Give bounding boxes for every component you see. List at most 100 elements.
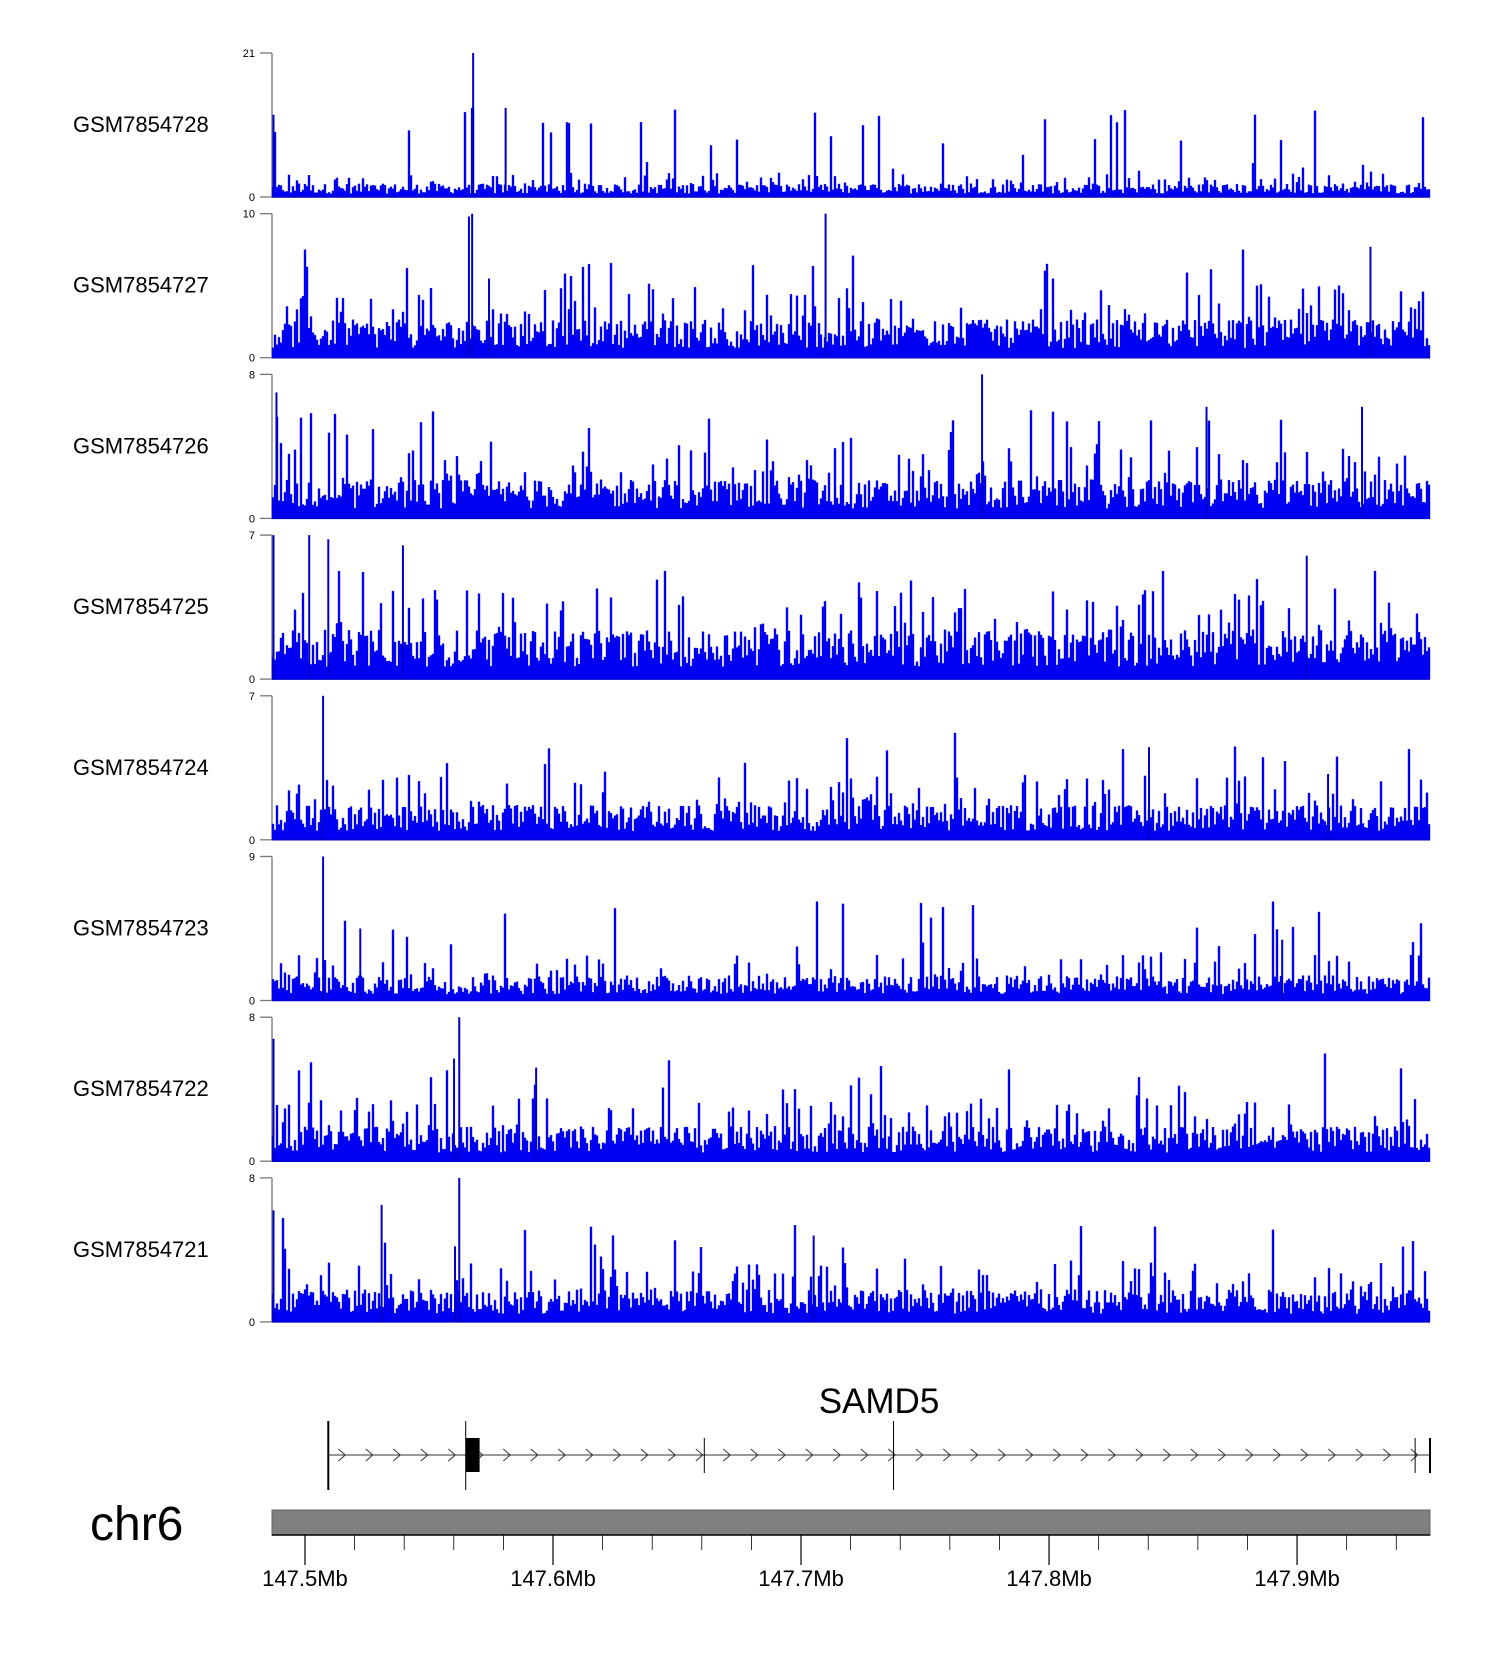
coverage-bar xyxy=(347,483,351,519)
coverage-bar xyxy=(669,828,673,841)
coverage-bar xyxy=(551,188,555,198)
coverage-bar xyxy=(811,653,815,680)
coverage-bar xyxy=(461,330,465,358)
coverage-bar xyxy=(653,1287,657,1323)
coverage-bar xyxy=(665,1304,669,1323)
coverage-bar xyxy=(491,975,495,1001)
coverage-bar xyxy=(1109,115,1113,198)
coverage-bar xyxy=(813,979,817,1001)
y-tick-label: 0 xyxy=(249,996,255,1008)
coverage-bar xyxy=(379,1144,383,1162)
coverage-bar xyxy=(801,817,805,841)
coverage-bar xyxy=(319,1275,323,1323)
coverage-bar xyxy=(533,1308,537,1323)
coverage-bar xyxy=(1133,1268,1137,1323)
coverage-bar xyxy=(659,663,663,680)
coverage-bar xyxy=(987,798,991,841)
coverage-bar xyxy=(357,334,361,358)
coverage-bar xyxy=(897,327,901,358)
coverage-bar xyxy=(469,991,473,1001)
coverage-bar xyxy=(913,665,917,680)
coverage-bar xyxy=(1295,1300,1299,1323)
coverage-bar xyxy=(1201,184,1205,198)
coverage-bar xyxy=(319,497,323,519)
coverage-bar xyxy=(725,1147,729,1162)
coverage-bar xyxy=(1003,829,1007,841)
coverage-bar xyxy=(341,640,345,680)
coverage-bar xyxy=(1055,991,1059,1001)
coverage-bar xyxy=(303,827,307,841)
coverage-bar xyxy=(427,976,431,1001)
coverage-bar xyxy=(947,323,951,358)
coverage-bar xyxy=(285,479,289,519)
coverage-bar xyxy=(1275,811,1279,841)
coverage-bar xyxy=(1343,338,1347,358)
coverage-bar xyxy=(899,505,903,519)
coverage-bar xyxy=(1057,992,1061,1001)
coverage-bar xyxy=(1061,1138,1065,1162)
coverage-bar xyxy=(1117,347,1121,358)
coverage-bar xyxy=(489,993,493,1001)
coverage-bar xyxy=(1045,826,1049,841)
coverage-bar xyxy=(277,184,281,198)
coverage-bar xyxy=(667,484,671,519)
coverage-bar xyxy=(1151,1276,1155,1323)
coverage-bar xyxy=(1357,1308,1361,1323)
coverage-bar xyxy=(779,826,783,841)
coverage-bar xyxy=(321,655,325,680)
coverage-bar xyxy=(1153,830,1157,841)
coverage-bar xyxy=(1365,827,1369,841)
coverage-bar xyxy=(1201,1308,1205,1323)
coverage-bar xyxy=(391,494,395,519)
coverage-bar xyxy=(293,1139,297,1162)
coverage-bar xyxy=(367,334,371,358)
coverage-bar xyxy=(567,122,571,198)
coverage-bar xyxy=(459,661,463,680)
coverage-bar xyxy=(991,660,995,680)
coverage-bar xyxy=(641,191,645,198)
coverage-bar xyxy=(841,792,845,841)
coverage-bar xyxy=(633,324,637,358)
coverage-bar xyxy=(599,479,603,519)
coverage-bar xyxy=(1041,333,1045,358)
coverage-bar xyxy=(909,1144,913,1162)
coverage-bar xyxy=(1403,807,1407,841)
coverage-bar xyxy=(917,500,921,519)
coverage-bar xyxy=(1161,1301,1165,1323)
coverage-bar xyxy=(985,986,989,1001)
coverage-bar xyxy=(983,1309,987,1323)
coverage-bar xyxy=(1331,191,1335,198)
coverage-bar xyxy=(303,986,307,1001)
coverage-bar xyxy=(415,1104,419,1162)
coverage-bar xyxy=(823,601,827,680)
coverage-bar xyxy=(881,825,885,841)
coverage-bar xyxy=(351,654,355,680)
coverage-bar xyxy=(1187,824,1191,841)
coverage-bar xyxy=(1159,655,1163,680)
coverage-bar xyxy=(747,506,751,519)
coverage-bar xyxy=(1203,1140,1207,1162)
coverage-bar xyxy=(463,1295,467,1323)
coverage-bar xyxy=(353,992,357,1001)
coverage-bar xyxy=(619,660,623,680)
coverage-bar xyxy=(341,477,345,519)
coverage-bar xyxy=(341,985,345,1001)
coverage-bar xyxy=(723,332,727,358)
coverage-bar xyxy=(809,830,813,841)
coverage-bar xyxy=(283,822,287,841)
coverage-bar xyxy=(953,983,957,1001)
coverage-bar xyxy=(767,990,771,1001)
coverage-bar xyxy=(285,810,289,841)
coverage-bar xyxy=(481,804,485,841)
coverage-bar xyxy=(643,498,647,519)
coverage-bar xyxy=(1409,496,1413,519)
coverage-bar xyxy=(691,490,695,519)
coverage-bar xyxy=(1397,1146,1401,1162)
coverage-bar xyxy=(703,452,707,519)
coverage-bar xyxy=(1189,1147,1193,1162)
coverage-bar xyxy=(1029,1137,1033,1162)
coverage-bar xyxy=(459,190,463,198)
coverage-bar xyxy=(561,1310,565,1323)
coverage-bar xyxy=(1303,484,1307,519)
coverage-bar xyxy=(1191,187,1195,198)
